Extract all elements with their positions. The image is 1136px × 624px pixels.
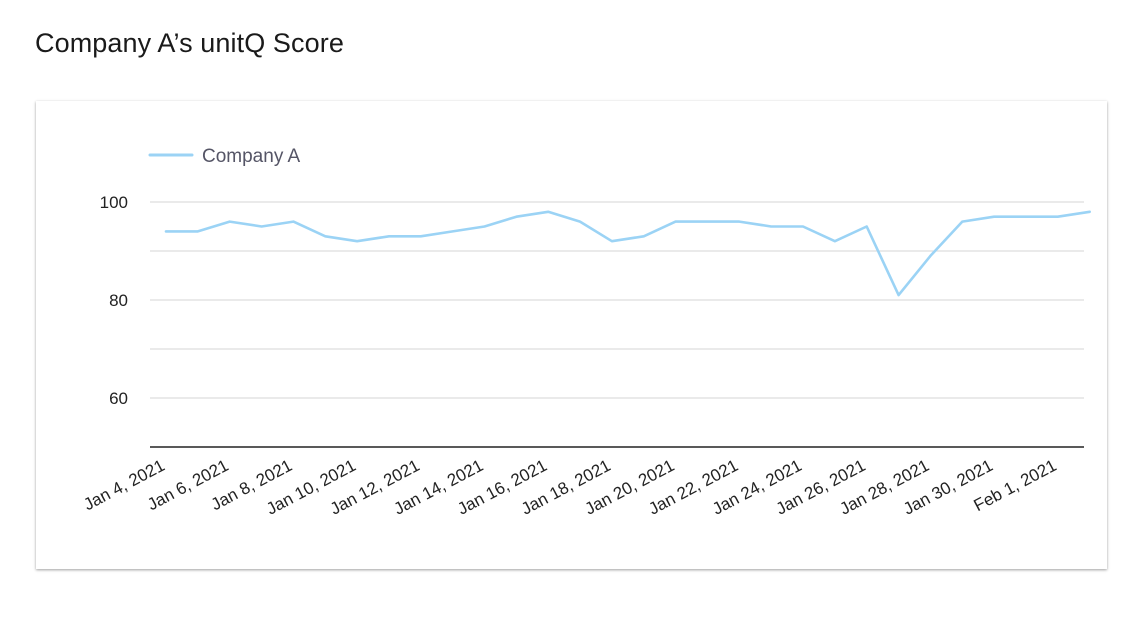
legend-label-company-a[interactable]: Company A: [202, 146, 301, 167]
y-tick-label: 100: [100, 193, 128, 212]
series-line-company-a: [164, 210, 1091, 297]
y-tick-label: 60: [109, 389, 128, 408]
gridlines: [150, 201, 1084, 399]
page-title: Company A’s unitQ Score: [35, 28, 344, 58]
series-layer: [164, 210, 1091, 297]
y-tick-label: 80: [109, 291, 128, 310]
chart-card: 60 80 100 Jan 4, 2021 Jan 6, 2021 Jan 8, 202…: [36, 101, 1107, 569]
legend[interactable]: Company A: [148, 146, 301, 167]
y-tick-labels: 60 80 100: [100, 193, 128, 408]
